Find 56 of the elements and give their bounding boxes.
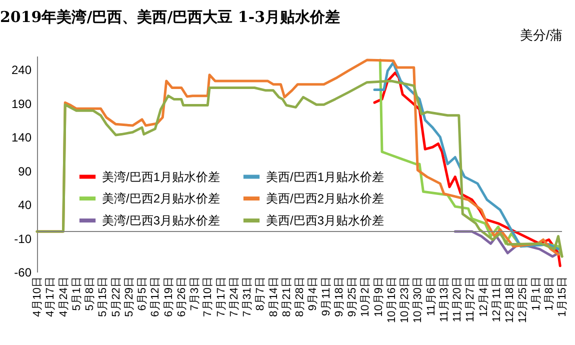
y-tick-label: 240	[11, 63, 32, 77]
x-tick-label: 6月5日	[136, 276, 148, 311]
x-tick-label: 5月1日	[70, 276, 83, 311]
y-tick-label: 190	[11, 96, 32, 111]
legend-label: 美西/巴西1月贴水价差	[266, 170, 384, 184]
x-tick-label: 9月11日	[320, 276, 332, 316]
x-tick-label: 12月4日	[478, 276, 490, 317]
x-tick-label: 12月11日	[490, 276, 503, 322]
x-tick-label: 1月15日	[556, 276, 568, 317]
x-tick-label: 12月25日	[517, 276, 530, 323]
x-tick-label: 5月8日	[84, 276, 96, 311]
x-tick-label: 4月24日	[58, 276, 70, 317]
y-tick-label: 90	[18, 164, 32, 178]
x-tick-label: 8月21日	[280, 276, 293, 317]
x-tick-label: 10月23日	[399, 276, 411, 323]
x-tick-label: 9月25日	[346, 276, 358, 317]
x-tick-label: 11月6日	[425, 276, 438, 316]
x-tick-label: 7月3日	[189, 276, 201, 311]
x-tick-label: 11月13日	[438, 276, 450, 322]
x-tick-label: 11月20日	[452, 276, 464, 322]
x-tick-label: 1月8日	[543, 276, 556, 311]
x-tick-label: 6月19日	[162, 276, 175, 317]
x-tick-label: 7月24日	[228, 276, 240, 317]
x-tick-label: 5月29日	[123, 276, 136, 317]
legend-label: 美湾/巴西1月贴水价差	[102, 170, 220, 184]
legend-label: 美西/巴西3月贴水价差	[266, 214, 384, 228]
x-tick-label: 7月31日	[242, 276, 254, 317]
x-tick-label: 8月7日	[254, 276, 267, 311]
y-tick-label: -60	[14, 266, 32, 280]
y-axis-title: 美分/蒲	[520, 28, 562, 42]
legend-label: 美西/巴西2月贴水价差	[266, 192, 384, 206]
x-tick-label: 8月14日	[268, 276, 280, 317]
x-tick-label: 5月22日	[110, 276, 122, 317]
x-tick-label: 7月10日	[202, 276, 214, 317]
x-tick-label: 9月4日	[307, 276, 320, 311]
x-tick-label: 6月12日	[150, 276, 162, 317]
x-tick-label: 4月10日	[32, 276, 44, 317]
x-tick-label: 12月18日	[504, 276, 516, 323]
x-tick-label: 10月30日	[412, 276, 424, 323]
x-tick-label: 11月27日	[464, 276, 477, 322]
y-tick-label: -10	[14, 232, 32, 246]
x-tick-label: 7月17日	[215, 276, 228, 317]
x-tick-label: 4月17日	[44, 276, 57, 317]
x-tick-label: 10月9日	[372, 276, 385, 317]
x-tick-label: 6月26日	[176, 276, 188, 317]
x-tick-label: 10月16日	[386, 276, 398, 323]
x-tick-label: 10月2日	[360, 276, 372, 317]
x-tick-label: 5月15日	[97, 276, 110, 317]
y-tick-label: 40	[18, 198, 32, 212]
x-tick-label: 1月1日	[530, 276, 542, 311]
x-tick-label: 9月18日	[333, 276, 346, 317]
x-tick-label: 8月28日	[294, 276, 306, 317]
legend-label: 美湾/巴西3月贴水价差	[102, 214, 220, 228]
legend-label: 美湾/巴西2月贴水价差	[102, 192, 220, 206]
y-tick-label: 140	[11, 130, 32, 144]
chart-title: 2019年美湾/巴西、美西/巴西大豆 1-3月贴水价差	[0, 8, 340, 26]
